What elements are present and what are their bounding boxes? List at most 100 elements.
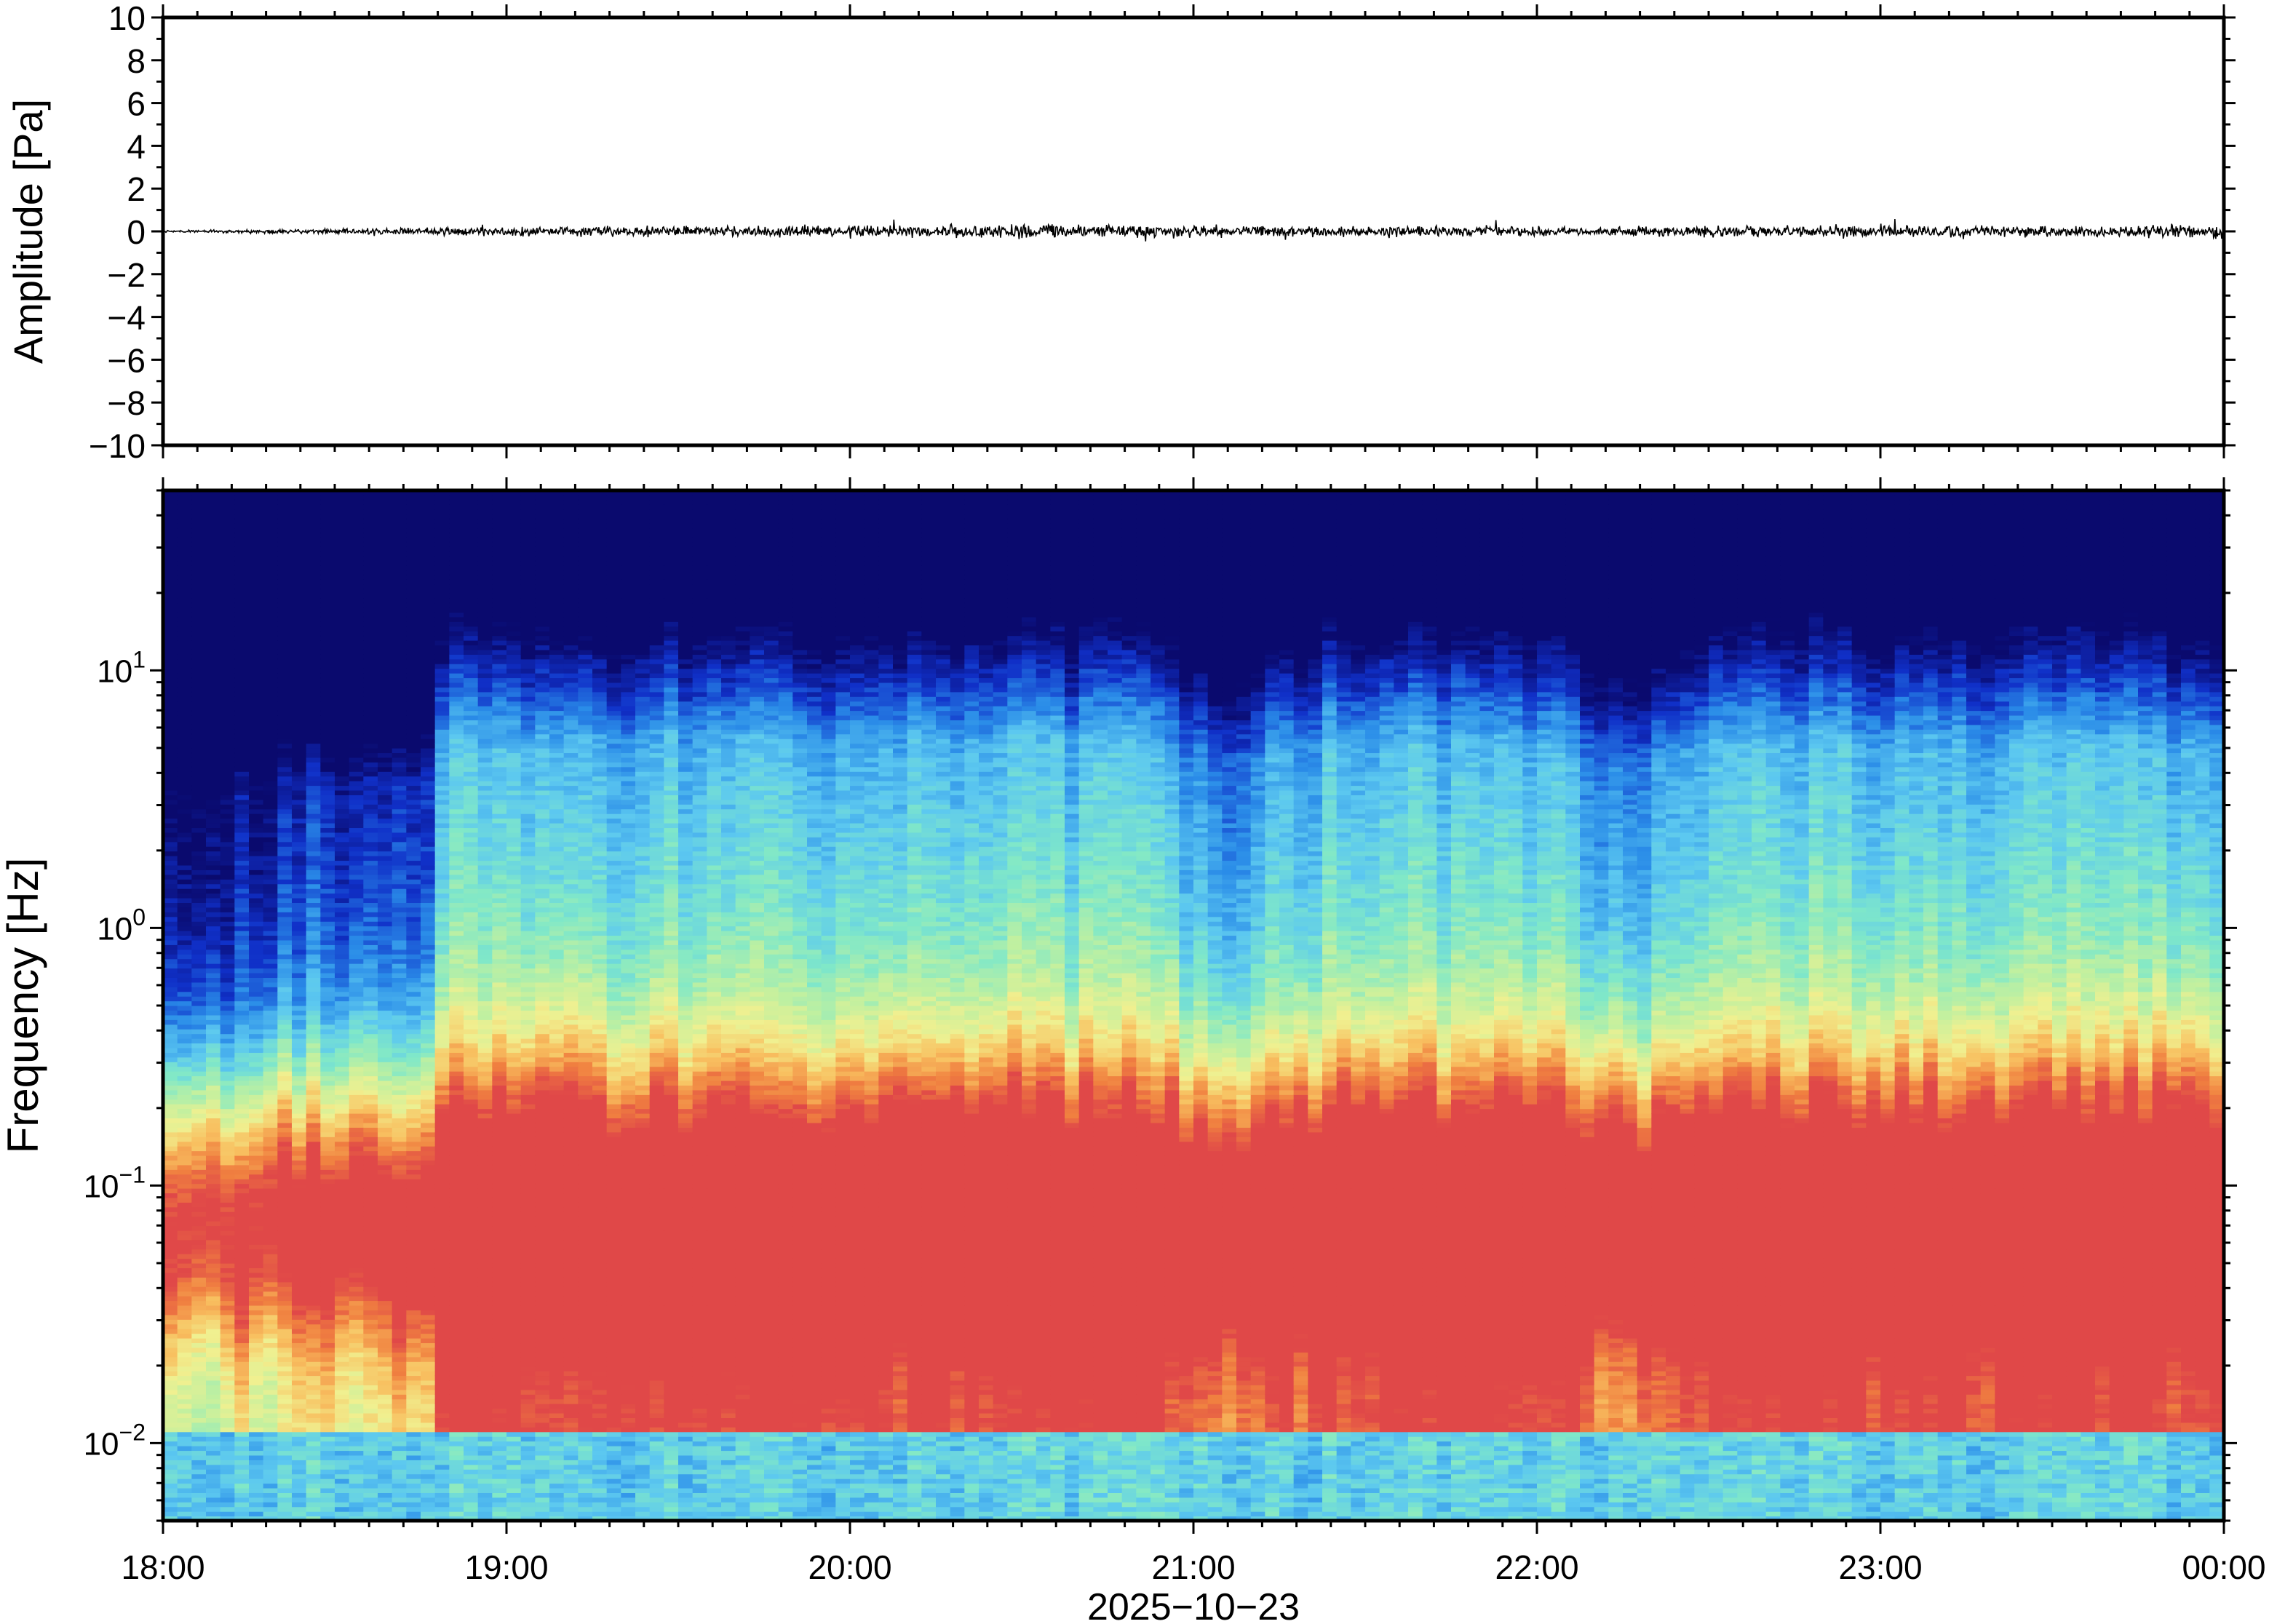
spectrogram-cell xyxy=(449,1305,464,1310)
spectrogram-column xyxy=(163,490,178,1521)
spectrogram-cell xyxy=(320,1118,335,1123)
spectrogram-cell xyxy=(306,1024,321,1030)
spectrogram-cell xyxy=(306,1155,321,1161)
spectrogram-cell xyxy=(406,1085,421,1091)
spectrogram-cell xyxy=(249,1254,264,1259)
spectrogram-cell xyxy=(306,1454,321,1460)
spectrogram-cell xyxy=(464,1056,479,1062)
spectrogram-cell xyxy=(335,1122,350,1128)
spectrogram-cell xyxy=(335,724,350,730)
spectrogram-cell xyxy=(406,1206,421,1212)
spectrogram-cell xyxy=(434,1249,450,1254)
spectrogram-cell xyxy=(406,827,421,833)
spectrogram-cell xyxy=(449,954,464,960)
spectrogram-cell xyxy=(277,931,293,936)
spectrogram-cell xyxy=(263,1225,278,1231)
spectrogram-cell xyxy=(234,987,250,992)
spectrogram-cell xyxy=(335,996,350,1002)
spectrogram-cell xyxy=(320,1464,335,1470)
spectrogram-column xyxy=(464,490,479,1521)
spectrogram-cell xyxy=(220,490,235,496)
spectrogram-cell xyxy=(349,1047,364,1053)
spectrogram-cell xyxy=(206,897,221,903)
spectrogram-cell xyxy=(263,696,278,702)
spectrogram-cell xyxy=(363,1075,378,1081)
spectrogram-cell xyxy=(363,1506,378,1512)
spectrogram-cell xyxy=(306,589,321,594)
spectrogram-cell xyxy=(363,1277,378,1283)
spectrogram-cell xyxy=(349,808,364,814)
spectrogram-cell xyxy=(406,846,421,852)
spectrogram-cell xyxy=(220,1131,235,1137)
spectrogram-cell xyxy=(306,949,321,955)
spectrogram-cell xyxy=(421,949,436,955)
spectrogram-cell xyxy=(206,598,221,604)
spectrogram-cell xyxy=(464,1511,479,1517)
spectrogram-cell xyxy=(320,616,335,622)
spectrogram-cell xyxy=(335,649,350,655)
spectrogram-cell xyxy=(263,1014,278,1020)
spectrogram-cell xyxy=(220,1356,235,1362)
spectrogram-cell xyxy=(449,495,464,501)
spectrogram-cell xyxy=(335,1436,350,1442)
spectrogram-cell xyxy=(277,706,293,712)
spectrogram-cell xyxy=(306,789,321,795)
spectrogram-cell xyxy=(306,1436,321,1442)
spectrogram-cell xyxy=(177,1033,192,1039)
spectrogram-cell xyxy=(292,818,307,824)
spectrogram-cell xyxy=(191,1066,207,1072)
spectrogram-cell xyxy=(177,846,192,852)
spectrogram-cell xyxy=(306,813,321,819)
spectrogram-cell xyxy=(191,710,207,716)
spectrogram-cell xyxy=(306,1431,321,1437)
spectrogram-cell xyxy=(335,1394,350,1400)
spectrogram-cell xyxy=(191,1137,207,1142)
spectrogram-cell xyxy=(421,1319,436,1325)
spectrogram-cell xyxy=(191,668,207,674)
spectrogram-cell xyxy=(421,1080,436,1086)
spectrogram-cell xyxy=(434,1244,450,1250)
spectrogram-cell xyxy=(378,621,393,627)
spectrogram-cell xyxy=(277,893,293,899)
spectrogram-cell xyxy=(449,556,464,562)
spectrogram-cell xyxy=(306,621,321,627)
spectrogram-cell xyxy=(163,1310,178,1315)
spectrogram-cell xyxy=(249,1075,264,1081)
spectrogram-cell xyxy=(249,1127,264,1133)
spectrogram-cell xyxy=(234,832,250,837)
spectrogram-cell xyxy=(163,931,178,936)
spectrogram-cell xyxy=(206,864,221,870)
spectrogram-cell xyxy=(249,996,264,1002)
spectrogram-cell xyxy=(249,739,264,744)
spectrogram-cell xyxy=(464,1193,479,1198)
spectrogram-cell xyxy=(191,1197,207,1203)
spectrogram-cell xyxy=(464,1464,479,1470)
spectrogram-cell xyxy=(292,1254,307,1259)
spectrogram-cell xyxy=(449,664,464,669)
spectrogram-cell xyxy=(206,668,221,674)
spectrogram-cell xyxy=(406,1104,421,1110)
spectrogram-cell xyxy=(292,1347,307,1353)
spectrogram-cell xyxy=(234,1487,250,1493)
spectrogram-cell xyxy=(320,1417,335,1423)
spectrogram-cell xyxy=(191,1089,207,1095)
spectrogram-cell xyxy=(191,560,207,566)
spectrogram-cell xyxy=(406,584,421,589)
spectrogram-cell xyxy=(277,1483,293,1489)
spectrogram-cell xyxy=(206,1441,221,1446)
spectrogram-cell xyxy=(378,724,393,730)
spectrogram-cell xyxy=(392,766,407,772)
spectrogram-cell xyxy=(349,996,364,1002)
spectrogram-cell xyxy=(249,1473,264,1479)
spectrogram-cell xyxy=(263,1127,278,1133)
spectrogram-cell xyxy=(335,1291,350,1297)
spectrogram-cell xyxy=(392,1164,407,1170)
spectrogram-cell xyxy=(378,1281,393,1287)
spectrogram-cell xyxy=(220,1122,235,1128)
spectrogram-cell xyxy=(421,982,436,987)
spectrogram-cell xyxy=(320,1052,335,1058)
spectrogram-cell xyxy=(349,912,364,918)
spectrogram-cell xyxy=(234,537,250,543)
spectrogram-cell xyxy=(392,949,407,955)
